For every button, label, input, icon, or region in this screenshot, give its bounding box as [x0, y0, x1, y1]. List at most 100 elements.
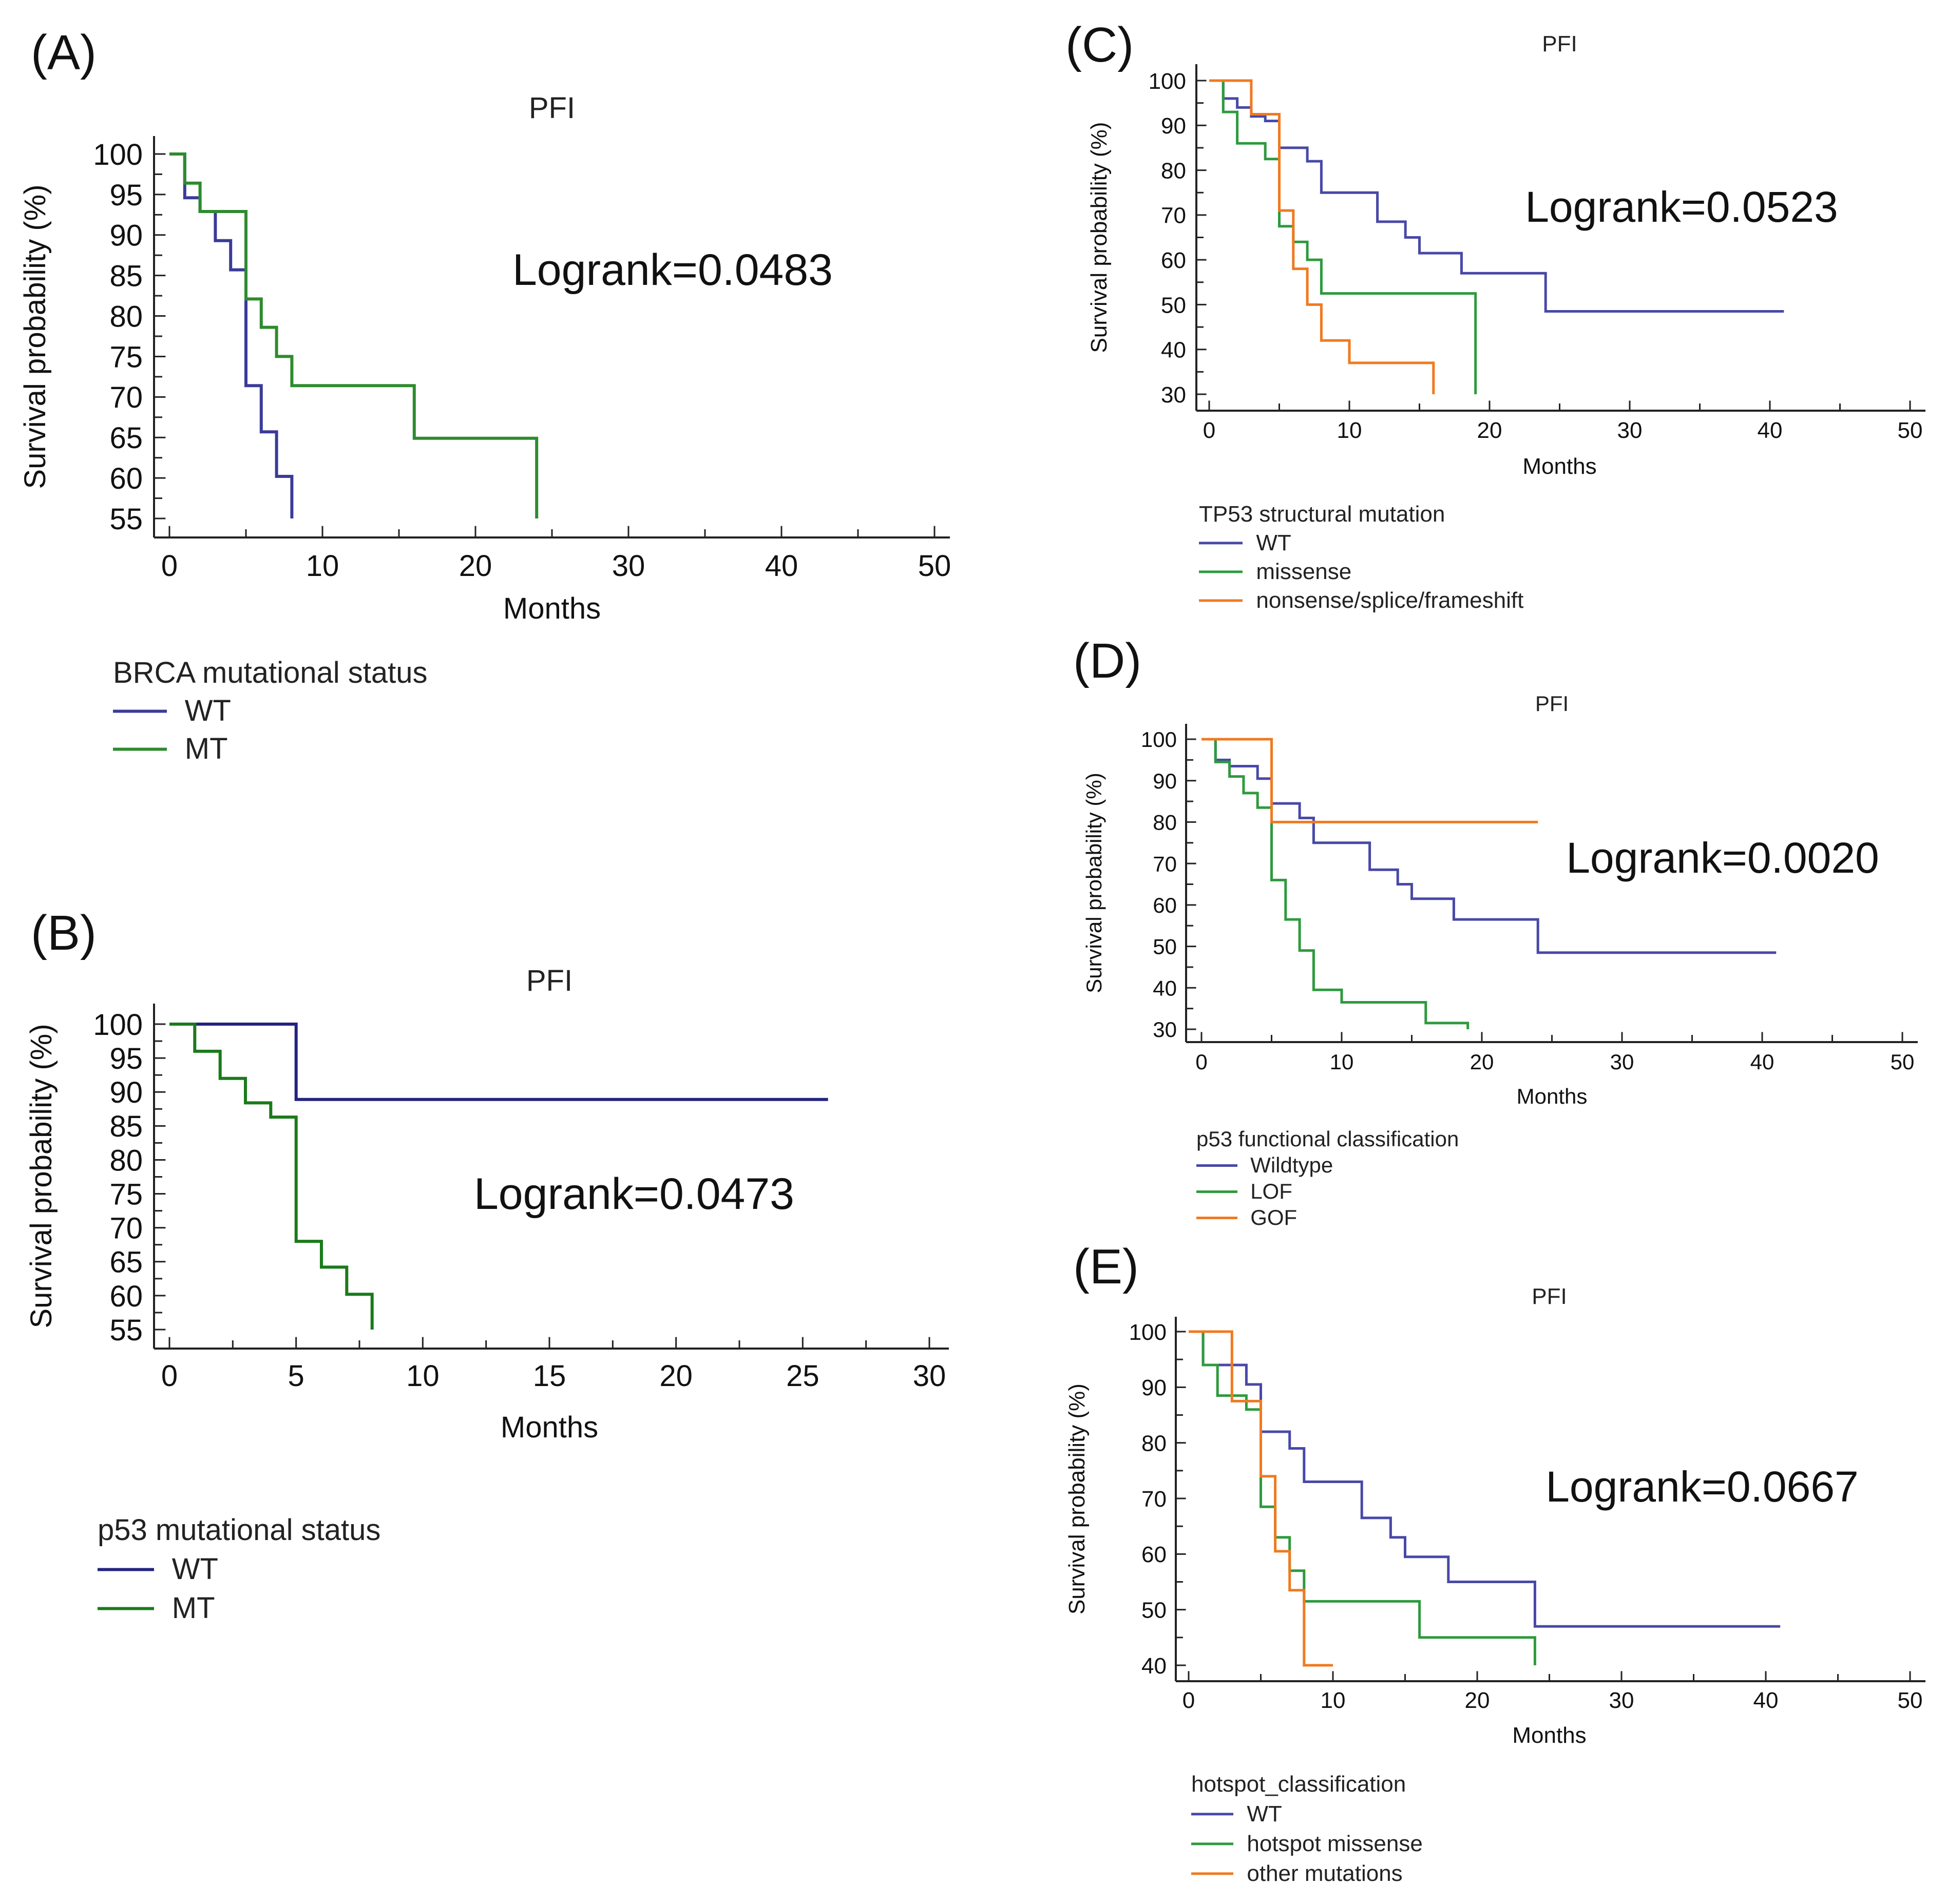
legend-title: hotspot_classification: [1191, 1772, 1406, 1797]
y-tick-label: 90: [1141, 1375, 1167, 1400]
legend: BRCA mutational status WT MT: [113, 656, 428, 765]
y-tick-label: 80: [1141, 1431, 1167, 1456]
legend-item-label: nonsense/splice/frameshift: [1256, 588, 1523, 613]
panel-label: (A): [31, 25, 97, 80]
x-tick-label: 10: [1321, 1688, 1346, 1713]
y-tick-label: 100: [1149, 69, 1186, 94]
y-tick-label: 90: [1161, 113, 1186, 139]
y-tick-label: 100: [1129, 1320, 1167, 1345]
legend-item-label: hotspot missense: [1247, 1831, 1422, 1856]
km-curve-missense: [1209, 79, 1477, 394]
x-tick-label: 30: [913, 1359, 946, 1393]
x-tick-label: 10: [406, 1359, 440, 1393]
x-tick-label: 20: [1477, 418, 1502, 443]
y-tick-label: 50: [1153, 935, 1177, 959]
legend: TP53 structural mutation WT missense nonsen…: [1199, 502, 1523, 613]
x-tick-label: 0: [1203, 418, 1215, 443]
y-tick-label: 60: [109, 1280, 143, 1313]
y-axis-label: Survival probability (%): [1082, 773, 1106, 993]
y-tick-label: 100: [1141, 727, 1177, 752]
panel-d: (D) PFI 0 10 20 30 40 50 30 40 50 60 70 80 90 100 Months…: [1073, 633, 1918, 1229]
km-curve-wt: [169, 1023, 828, 1101]
y-tick-label: 70: [1153, 852, 1177, 876]
y-tick-label: 70: [1141, 1487, 1167, 1512]
x-axis-label: Months: [503, 592, 601, 625]
x-tick-label: 10: [1330, 1050, 1354, 1074]
km-curve-wt: [1189, 1330, 1781, 1628]
y-tick-label: 40: [1161, 338, 1186, 363]
y-tick-label: 30: [1153, 1017, 1177, 1042]
x-tick-label: 10: [1337, 418, 1362, 443]
y-tick-label: 70: [1161, 203, 1186, 228]
x-tick-label: 20: [1465, 1688, 1490, 1713]
panel-e: (E) PFI 0 10 20 30 40 50 40 50 60 70 80 90 100 Months Su…: [1064, 1239, 1925, 1886]
y-axis-label: Survival probability (%): [18, 184, 52, 489]
chart-title: PFI: [1532, 1284, 1567, 1309]
panel-a: (A) PFI 0 10 20 30 40 50 55 60 65 70 75 80 85 90 95 100 Mo…: [18, 25, 951, 765]
legend-title: TP53 structural mutation: [1199, 502, 1445, 527]
legend: p53 mutational status WT MT: [98, 1513, 380, 1625]
legend-item-label: WT: [185, 694, 231, 727]
x-tick-label: 50: [918, 549, 951, 583]
y-tick-label: 40: [1153, 976, 1177, 1000]
x-axis-label: Months: [1512, 1723, 1586, 1748]
y-tick-label: 100: [93, 138, 143, 171]
legend-item-label: GOF: [1250, 1205, 1297, 1229]
y-tick-label: 75: [109, 340, 143, 374]
x-tick-label: 50: [1898, 418, 1923, 443]
legend-title: p53 functional classification: [1196, 1127, 1459, 1151]
y-tick-label: 30: [1161, 382, 1186, 408]
y-axis-label: Survival probability (%): [1064, 1383, 1090, 1614]
y-tick-label: 80: [1161, 158, 1186, 183]
legend-item-label: WT: [1256, 530, 1291, 555]
x-tick-label: 0: [1195, 1050, 1207, 1074]
x-tick-label: 40: [1750, 1050, 1775, 1074]
y-tick-label: 50: [1141, 1598, 1167, 1623]
y-tick-label: 90: [1153, 769, 1177, 793]
km-curve-wt: [169, 152, 294, 518]
panel-label: (B): [31, 906, 97, 960]
logrank-annotation: Logrank=0.0483: [512, 245, 833, 295]
x-tick-label: 30: [1609, 1688, 1634, 1713]
legend-item-label: LOF: [1250, 1179, 1292, 1203]
x-tick-label: 30: [1617, 418, 1643, 443]
y-tick-label: 55: [109, 1314, 143, 1347]
y-tick-label: 90: [109, 1076, 143, 1109]
y-tick-label: 55: [109, 503, 143, 536]
x-axis-label: Months: [1517, 1084, 1588, 1108]
x-tick-label: 5: [288, 1359, 304, 1393]
legend-item-label: WT: [1247, 1801, 1282, 1826]
y-tick-label: 100: [93, 1008, 143, 1042]
y-axis-label: Survival probability (%): [25, 1024, 58, 1328]
legend: hotspot_classification WT hotspot missense…: [1191, 1772, 1423, 1886]
y-tick-label: 85: [109, 1110, 143, 1143]
km-curve-mt: [169, 152, 539, 518]
x-tick-label: 40: [1753, 1688, 1779, 1713]
legend-item-label: other mutations: [1247, 1861, 1402, 1886]
panel-label: (D): [1073, 633, 1141, 688]
y-tick-label: 75: [109, 1178, 143, 1211]
y-tick-label: 80: [109, 1144, 143, 1177]
logrank-annotation: Logrank=0.0020: [1566, 834, 1879, 882]
chart-title: PFI: [529, 91, 575, 125]
y-tick-label: 85: [109, 260, 143, 293]
km-curve-gof: [1201, 738, 1538, 823]
x-tick-label: 20: [1470, 1050, 1494, 1074]
y-tick-label: 90: [109, 219, 143, 253]
x-tick-label: 30: [1610, 1050, 1634, 1074]
logrank-annotation: Logrank=0.0667: [1546, 1463, 1859, 1511]
legend-item-label: MT: [185, 732, 228, 765]
y-tick-label: 60: [1153, 893, 1177, 917]
km-curve-nonsense-splice-frameshift: [1209, 79, 1435, 394]
panel-label: (E): [1073, 1239, 1139, 1294]
km-curve-mt: [169, 1023, 374, 1330]
x-axis-label: Months: [501, 1411, 598, 1444]
km-curve-lof: [1201, 738, 1470, 1029]
y-tick-label: 60: [109, 462, 143, 495]
legend-item-label: missense: [1256, 559, 1351, 584]
y-tick-label: 60: [1161, 248, 1186, 273]
legend-title: p53 mutational status: [98, 1513, 380, 1547]
x-tick-label: 0: [161, 549, 178, 583]
chart-title: PFI: [1535, 691, 1569, 716]
